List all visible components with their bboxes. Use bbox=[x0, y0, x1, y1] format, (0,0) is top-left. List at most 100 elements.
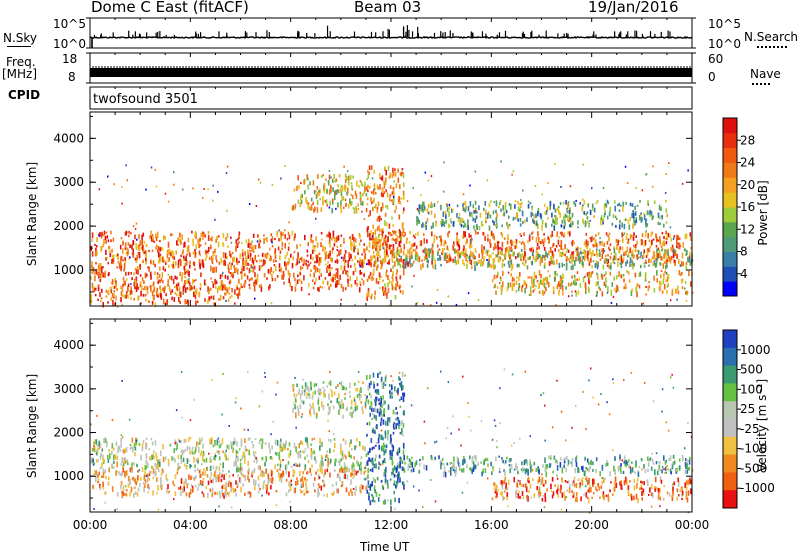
heatmap-cell bbox=[100, 452, 102, 457]
heatmap-cell bbox=[547, 182, 549, 185]
heatmap-cell bbox=[397, 262, 399, 266]
heatmap-cell bbox=[120, 489, 123, 493]
heatmap-cell bbox=[585, 239, 588, 245]
heatmap-cell bbox=[404, 232, 406, 236]
heatmap-cell bbox=[655, 260, 658, 265]
heatmap-cell bbox=[383, 257, 385, 264]
heatmap-cell bbox=[124, 247, 127, 250]
heatmap-cell bbox=[560, 240, 563, 246]
heatmap-cell bbox=[221, 473, 223, 477]
heatmap-cell bbox=[111, 450, 113, 453]
heatmap-cell bbox=[220, 285, 222, 291]
heatmap-cell bbox=[406, 200, 409, 203]
heatmap-cell bbox=[390, 233, 393, 237]
heatmap-cell bbox=[197, 486, 199, 491]
heatmap-cell bbox=[254, 279, 257, 286]
heatmap-cell bbox=[450, 221, 453, 224]
heatmap-cell bbox=[556, 284, 559, 287]
heatmap-cell bbox=[102, 272, 104, 278]
date-title: 19/Jan/2016 bbox=[588, 0, 679, 16]
heatmap-cell bbox=[130, 469, 133, 473]
heatmap-cell bbox=[531, 276, 533, 280]
heatmap-cell bbox=[244, 445, 247, 452]
heatmap-cell bbox=[522, 255, 525, 261]
heatmap-cell bbox=[314, 190, 317, 193]
heatmap-cell bbox=[168, 285, 171, 290]
heatmap-cell bbox=[329, 232, 331, 239]
heatmap-cell bbox=[398, 255, 401, 258]
heatmap-cell bbox=[554, 208, 557, 213]
heatmap-cell bbox=[345, 387, 347, 391]
heatmap-cell bbox=[585, 476, 588, 482]
heatmap-cell bbox=[340, 256, 343, 259]
heatmap-cell bbox=[333, 491, 335, 495]
heatmap-cell bbox=[432, 264, 434, 269]
heatmap-cell bbox=[579, 283, 582, 288]
heatmap-cell bbox=[662, 279, 665, 285]
heatmap-cell bbox=[269, 477, 271, 483]
heatmap-cell bbox=[238, 260, 240, 263]
heatmap-cell bbox=[561, 279, 564, 284]
heatmap-cell bbox=[292, 474, 295, 477]
heatmap-cell bbox=[503, 462, 506, 465]
heatmap-cell bbox=[206, 473, 209, 478]
heatmap-cell bbox=[160, 288, 162, 295]
heatmap-cell bbox=[381, 236, 384, 239]
heatmap-cell bbox=[294, 462, 296, 467]
heatmap-cell bbox=[649, 209, 651, 215]
heatmap-cell bbox=[116, 266, 118, 269]
heatmap-cell bbox=[125, 470, 128, 476]
heatmap-cell bbox=[425, 225, 427, 230]
heatmap-cell bbox=[544, 262, 546, 266]
heatmap-cell bbox=[542, 464, 544, 468]
heatmap-cell bbox=[432, 253, 435, 260]
heatmap-cell bbox=[651, 257, 654, 260]
heatmap-cell bbox=[628, 224, 631, 230]
heatmap-cell bbox=[593, 207, 596, 213]
heatmap-cell bbox=[299, 272, 302, 276]
heatmap-cell bbox=[294, 277, 296, 282]
heatmap-cell bbox=[389, 196, 391, 202]
heatmap-cell bbox=[298, 388, 301, 392]
heatmap-cell bbox=[350, 283, 353, 288]
heatmap-cell bbox=[304, 468, 306, 471]
heatmap-cell bbox=[99, 292, 101, 297]
heatmap-cell bbox=[254, 244, 257, 250]
heatmap-cell bbox=[452, 468, 455, 472]
heatmap-cell bbox=[652, 462, 655, 465]
heatmap-cell bbox=[213, 302, 215, 306]
heatmap-cell bbox=[121, 294, 124, 297]
heatmap-cell bbox=[278, 475, 281, 482]
heatmap-cell bbox=[619, 274, 621, 278]
heatmap-cell bbox=[277, 246, 280, 251]
heatmap-cell bbox=[427, 248, 430, 252]
heatmap-cell bbox=[521, 240, 524, 243]
heatmap-cell bbox=[124, 493, 126, 496]
heatmap-cell bbox=[372, 277, 375, 281]
heatmap-cell bbox=[655, 252, 658, 258]
heatmap-cell bbox=[677, 242, 680, 245]
heatmap-cell bbox=[191, 485, 194, 489]
heatmap-cell bbox=[663, 273, 665, 277]
heatmap-cell bbox=[334, 459, 337, 464]
heatmap-cell bbox=[548, 261, 551, 267]
heatmap-cell bbox=[129, 492, 131, 497]
heatmap-cell bbox=[415, 460, 418, 466]
heatmap-cell bbox=[264, 260, 266, 264]
heatmap-cell bbox=[267, 473, 270, 480]
heatmap-cell bbox=[105, 240, 107, 244]
heatmap-cell bbox=[535, 275, 538, 279]
heatmap-cell bbox=[341, 385, 344, 391]
heatmap-cell bbox=[512, 251, 515, 257]
heatmap-cell bbox=[284, 229, 286, 232]
heatmap-cell bbox=[224, 292, 226, 296]
heatmap-cell bbox=[631, 203, 634, 207]
heatmap-cell bbox=[510, 250, 513, 253]
heatmap-cell bbox=[134, 491, 137, 495]
heatmap-cell bbox=[351, 412, 353, 418]
heatmap-cell bbox=[307, 471, 309, 475]
heatmap-cell bbox=[466, 224, 469, 229]
heatmap-cell bbox=[574, 290, 577, 293]
heatmap-cell bbox=[665, 279, 667, 283]
heatmap-cell bbox=[190, 285, 192, 291]
